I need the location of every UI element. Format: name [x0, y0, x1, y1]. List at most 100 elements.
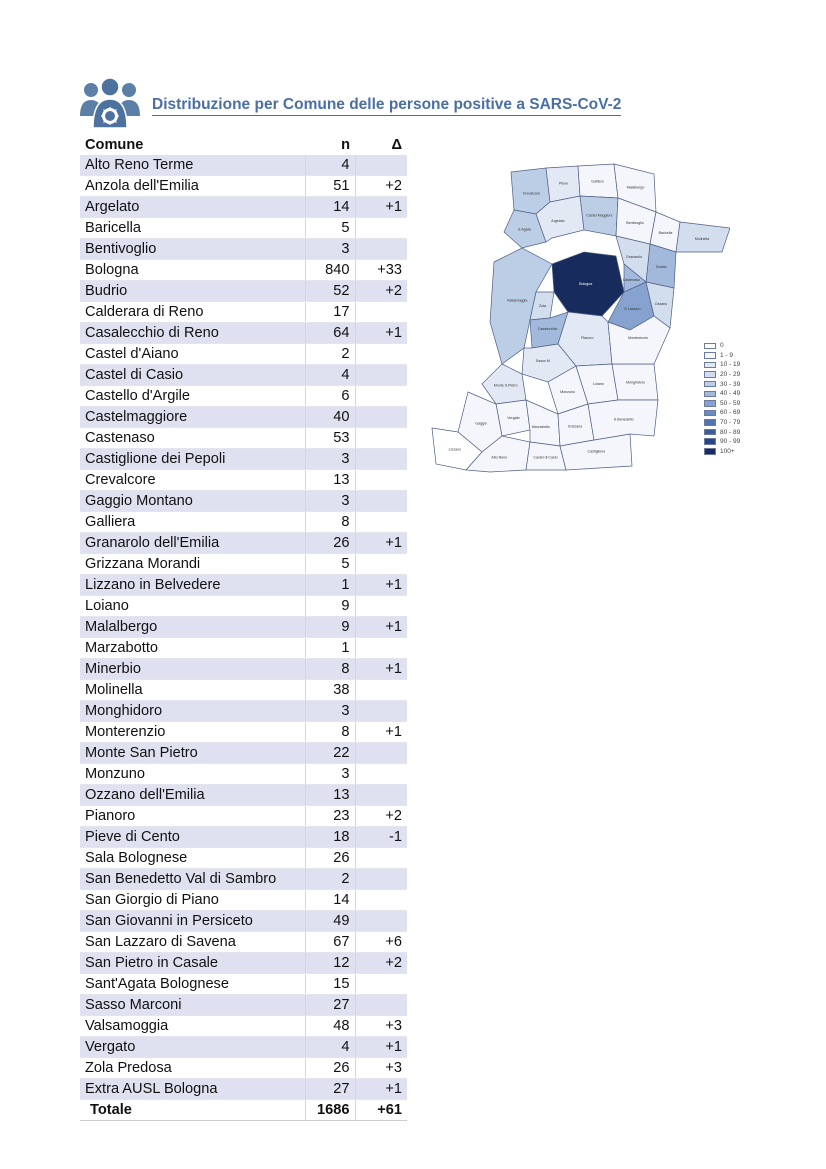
people-group-icon — [80, 77, 140, 129]
map-region-label: Argelato — [551, 219, 564, 223]
map-region-label: Gaggio — [475, 422, 487, 426]
map-region-label: S.Lazzaro — [624, 307, 640, 311]
cell-comune: San Giorgio di Piano — [80, 889, 306, 911]
cell-delta: +1 — [355, 616, 407, 638]
cell-n: 64 — [305, 322, 356, 344]
comuni-table: Comune n Δ Alto Reno Terme 4 Anzola dell'E… — [80, 135, 407, 1121]
map-region-label: Sasso M. — [536, 359, 551, 363]
legend-swatch — [704, 352, 716, 359]
table-row: Valsamoggia 48 +3 — [80, 1015, 407, 1037]
legend-item: 30 - 39 — [704, 379, 740, 389]
cell-comune: San Benedetto Val di Sambro — [80, 868, 306, 890]
cell-delta — [355, 595, 407, 617]
cell-comune: Crevalcore — [80, 469, 306, 491]
cell-n: 4 — [305, 364, 356, 386]
header-comune: Comune — [85, 137, 144, 153]
map-region-label: Castel di Casio — [533, 456, 557, 460]
legend-label: 50 - 59 — [720, 399, 741, 407]
cell-comune: Castenaso — [80, 427, 306, 449]
table-row: Bentivoglio 3 — [80, 238, 407, 260]
cell-comune: Gaggio Montano — [80, 490, 306, 512]
cell-comune: Minerbio — [80, 658, 306, 680]
cell-delta: +3 — [355, 1015, 407, 1037]
cell-comune: Ozzano dell'Emilia — [80, 784, 306, 806]
cell-comune: Lizzano in Belvedere — [80, 574, 306, 596]
table-row: Ozzano dell'Emilia 13 — [80, 784, 407, 806]
cell-comune: Anzola dell'Emilia — [80, 175, 306, 197]
table-row: Anzola dell'Emilia 51 +2 — [80, 175, 407, 197]
cell-delta: +1 — [355, 574, 407, 596]
cell-n: 22 — [305, 742, 356, 764]
cell-comune: Sala Bolognese — [80, 847, 306, 869]
cell-comune: Grizzana Morandi — [80, 553, 306, 575]
cell-n: 18 — [305, 826, 356, 848]
cell-n: 8 — [305, 658, 356, 680]
legend-item: 60 - 69 — [704, 408, 740, 418]
map-region — [551, 251, 625, 317]
cell-delta: +1 — [355, 1036, 407, 1058]
table-row: San Lazzaro di Savena 67 +6 — [80, 931, 407, 953]
map-region — [623, 263, 647, 293]
table-row: San Giovanni in Persiceto 49 — [80, 910, 407, 932]
legend-swatch — [704, 409, 716, 417]
legend-label: 90 - 99 — [720, 438, 741, 446]
legend-label: 60 - 69 — [720, 409, 741, 417]
cell-delta — [355, 469, 407, 491]
table-row: Sant'Agata Bolognese 15 — [80, 973, 407, 995]
header-n: n — [341, 137, 350, 153]
cell-delta: -1 — [355, 826, 407, 848]
table-row: Castenaso 53 — [80, 427, 407, 449]
map-region-label: Pianoro — [581, 336, 593, 340]
cell-delta — [355, 448, 407, 470]
cell-comune: Pianoro — [80, 805, 306, 827]
cell-n: 8 — [305, 511, 356, 533]
map-region — [607, 315, 671, 365]
map-region-label: Zola — [539, 304, 546, 308]
legend-swatch — [704, 448, 716, 455]
cell-n: 40 — [305, 406, 356, 428]
table-row: Monghidoro 3 — [80, 700, 407, 722]
table-row: Monte San Pietro 22 — [80, 742, 407, 764]
cell-delta — [355, 700, 407, 722]
cell-comune: Granarolo dell'Emilia — [80, 532, 306, 554]
map-region-label: Bentivoglio — [626, 221, 644, 225]
legend-item: 20 - 29 — [704, 370, 740, 380]
cell-comune: Pieve di Cento — [80, 826, 306, 848]
cell-delta: +2 — [355, 952, 407, 974]
legend-item: 50 - 59 — [704, 399, 740, 409]
cell-comune: Alto Reno Terme — [80, 155, 306, 176]
table-row: Minerbio 8 +1 — [80, 658, 407, 680]
table-row: Malalbergo 9 +1 — [80, 616, 407, 638]
cell-comune: Budrio — [80, 280, 306, 302]
cell-delta — [355, 364, 407, 386]
cell-comune: Castelmaggiore — [80, 406, 306, 428]
cell-n: 2 — [305, 343, 356, 365]
cell-n: 27 — [305, 994, 356, 1016]
legend-swatch — [704, 390, 716, 398]
cell-delta: +1 — [355, 196, 407, 218]
cell-comune: Extra AUSL Bologna — [80, 1078, 306, 1100]
cell-n: 3 — [305, 448, 356, 470]
cell-delta: +1 — [355, 658, 407, 680]
cell-n: 26 — [305, 532, 356, 554]
cell-n: 1 — [305, 574, 356, 596]
cell-delta: +1 — [355, 721, 407, 743]
map-region-label: Castel Maggiore — [586, 214, 612, 218]
page-title: Distribuzione per Comune delle persone p… — [152, 96, 622, 116]
cell-n: 3 — [305, 700, 356, 722]
cell-n: 51 — [305, 175, 356, 197]
table-row: Galliera 8 — [80, 511, 407, 533]
table-row: Zola Predosa 26 +3 — [80, 1057, 407, 1079]
map-region-label: Budrio — [656, 265, 666, 269]
cell-comune: Zola Predosa — [80, 1057, 306, 1079]
cell-comune: Castel di Casio — [80, 364, 306, 386]
cell-comune: Castello d'Argile — [80, 385, 306, 407]
map-region — [525, 399, 561, 447]
map-region-label: Marzabotto — [532, 425, 550, 429]
total-row: Totale 1686 +61 — [80, 1099, 407, 1121]
map-region-label: Baricella — [659, 231, 673, 235]
cell-delta — [355, 343, 407, 365]
legend-swatch — [704, 342, 716, 350]
map-region — [503, 209, 547, 249]
table-row: Monzuno 3 — [80, 763, 407, 785]
